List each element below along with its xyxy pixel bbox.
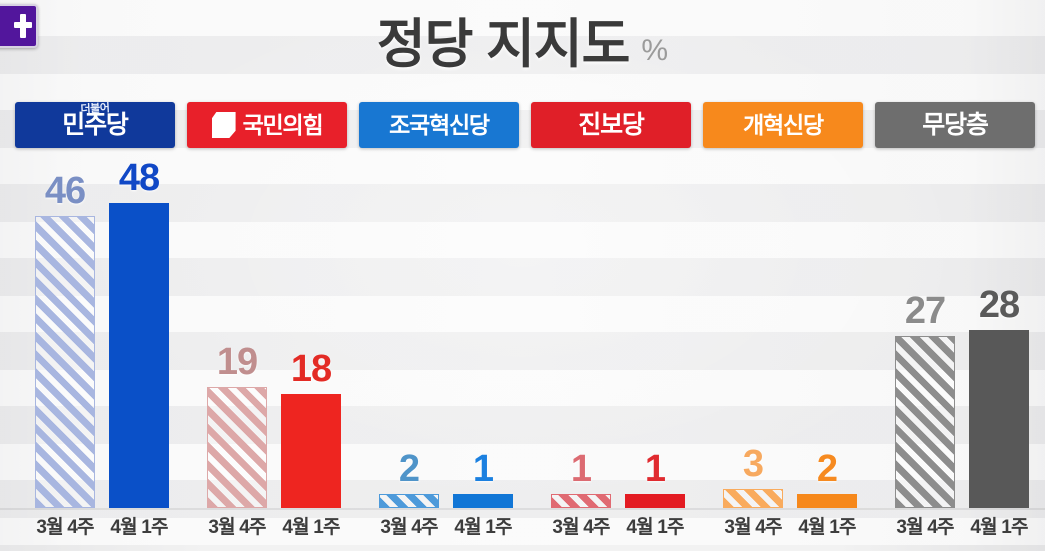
bar-value-label: 19 bbox=[216, 341, 258, 383]
bar-value-label: 1 bbox=[472, 448, 494, 490]
party-tag-inner: 조국혁신당 bbox=[389, 111, 490, 138]
bar-value-label: 46 bbox=[44, 170, 86, 212]
bar-group-jogukhyuksin-current: 1 bbox=[453, 152, 513, 508]
bar-group-pppk-current: 18 bbox=[281, 152, 341, 508]
bar-value-label: 27 bbox=[904, 290, 946, 332]
bar-group-gaehyuk-current: 2 bbox=[797, 152, 857, 508]
x-tick-gaehyuk-prev: 3월 4주 bbox=[724, 517, 782, 538]
party-tag-inner: 무당층 bbox=[922, 110, 989, 139]
party-tag-inner: 개혁신당 bbox=[743, 111, 824, 138]
bar-pppk-prev[interactable] bbox=[207, 387, 267, 508]
bar-value-label: 2 bbox=[398, 448, 420, 490]
bar-group-minjoo-prev: 46 bbox=[35, 152, 95, 508]
bar-minjoo-prev[interactable] bbox=[35, 216, 95, 508]
bar-mudangcheung-current[interactable] bbox=[969, 330, 1029, 508]
bar-group-pppk-prev: 19 bbox=[207, 152, 267, 508]
party-tag-superscript: 더불어 bbox=[80, 102, 110, 116]
party-legend-strip: 민주당 더불어 국민의힘 조국혁신당 진보당 개혁신당 무당층 bbox=[0, 102, 1045, 150]
party-tag-label: 조국혁신당 bbox=[389, 111, 490, 138]
party-tag-inner: 진보당 bbox=[578, 110, 645, 139]
bar-group-jinbo-current: 1 bbox=[625, 152, 685, 508]
title-row: 정당 지지도 % bbox=[0, 8, 1045, 80]
bottom-strip bbox=[0, 545, 1045, 551]
party-tag-minjoo[interactable]: 민주당 더불어 bbox=[15, 102, 175, 148]
page-title: 정당 지지도 bbox=[376, 14, 631, 74]
x-tick-pppk-prev: 3월 4주 bbox=[208, 517, 266, 538]
party-emblem-icon bbox=[211, 112, 236, 138]
bar-pppk-current[interactable] bbox=[281, 394, 341, 508]
axis-baseline bbox=[0, 508, 1045, 510]
x-tick-mudangcheung-prev: 3월 4주 bbox=[896, 517, 954, 538]
x-tick-mudangcheung-current: 4월 1주 bbox=[970, 517, 1028, 538]
party-tag-inner: 민주당 더불어 bbox=[62, 102, 129, 139]
logo-glyph-horizontal bbox=[14, 22, 32, 28]
party-tag-label: 무당층 bbox=[922, 110, 989, 139]
bar-mudangcheung-prev[interactable] bbox=[895, 336, 955, 508]
broadcaster-logo-icon bbox=[0, 4, 38, 48]
party-tag-mudangcheung[interactable]: 무당층 bbox=[875, 102, 1035, 148]
party-tag-jinbo[interactable]: 진보당 bbox=[531, 102, 691, 148]
bar-group-minjoo-current: 48 bbox=[109, 152, 169, 508]
bar-group-jogukhyuksin-prev: 2 bbox=[379, 152, 439, 508]
party-tag-label: 민주당 bbox=[62, 110, 129, 139]
party-tag-pppk[interactable]: 국민의힘 bbox=[187, 102, 347, 148]
bar-value-label: 18 bbox=[290, 348, 332, 390]
bar-gaehyuk-prev[interactable] bbox=[723, 489, 783, 508]
bar-chart-plot: 46 48 19 18 2 1 1 1 3 2 27 28 bbox=[0, 152, 1045, 508]
bar-group-mudangcheung-current: 28 bbox=[969, 152, 1029, 508]
bar-minjoo-current[interactable] bbox=[109, 203, 169, 508]
party-tag-label: 개혁신당 bbox=[743, 111, 824, 138]
x-tick-jogukhyuksin-current: 4월 1주 bbox=[454, 517, 512, 538]
title-unit-label: % bbox=[641, 34, 669, 67]
x-tick-jinbo-prev: 3월 4주 bbox=[552, 517, 610, 538]
bar-jinbo-current[interactable] bbox=[625, 494, 685, 508]
bar-value-label: 3 bbox=[742, 443, 764, 485]
bar-value-label: 28 bbox=[978, 284, 1020, 326]
party-tag-label: 진보당 bbox=[578, 110, 645, 139]
x-tick-pppk-current: 4월 1주 bbox=[282, 517, 340, 538]
bar-value-label: 1 bbox=[570, 448, 592, 490]
party-tag-jogukhyuksin[interactable]: 조국혁신당 bbox=[359, 102, 519, 148]
bar-jogukhyuksin-current[interactable] bbox=[453, 494, 513, 508]
bar-value-label: 1 bbox=[644, 448, 666, 490]
x-tick-minjoo-current: 4월 1주 bbox=[110, 517, 168, 538]
bar-group-mudangcheung-prev: 27 bbox=[895, 152, 955, 508]
bar-gaehyuk-current[interactable] bbox=[797, 494, 857, 508]
x-tick-gaehyuk-current: 4월 1주 bbox=[798, 517, 856, 538]
bar-jogukhyuksin-prev[interactable] bbox=[379, 494, 439, 508]
party-tag-gaehyuk[interactable]: 개혁신당 bbox=[703, 102, 863, 148]
party-tag-inner: 국민의힘 bbox=[211, 111, 324, 138]
bar-value-label: 2 bbox=[816, 448, 838, 490]
bar-group-jinbo-prev: 1 bbox=[551, 152, 611, 508]
bar-group-gaehyuk-prev: 3 bbox=[723, 152, 783, 508]
party-tag-label: 국민의힘 bbox=[242, 111, 324, 138]
x-tick-minjoo-prev: 3월 4주 bbox=[36, 517, 94, 538]
x-axis-tick-labels: 3월 4주 4월 1주 3월 4주 4월 1주 3월 4주 4월 1주 3월 4주 4월 1주… bbox=[0, 512, 1045, 544]
x-tick-jogukhyuksin-prev: 3월 4주 bbox=[380, 517, 438, 538]
x-tick-jinbo-current: 4월 1주 bbox=[626, 517, 684, 538]
bar-jinbo-prev[interactable] bbox=[551, 494, 611, 508]
bar-value-label: 48 bbox=[118, 157, 160, 199]
